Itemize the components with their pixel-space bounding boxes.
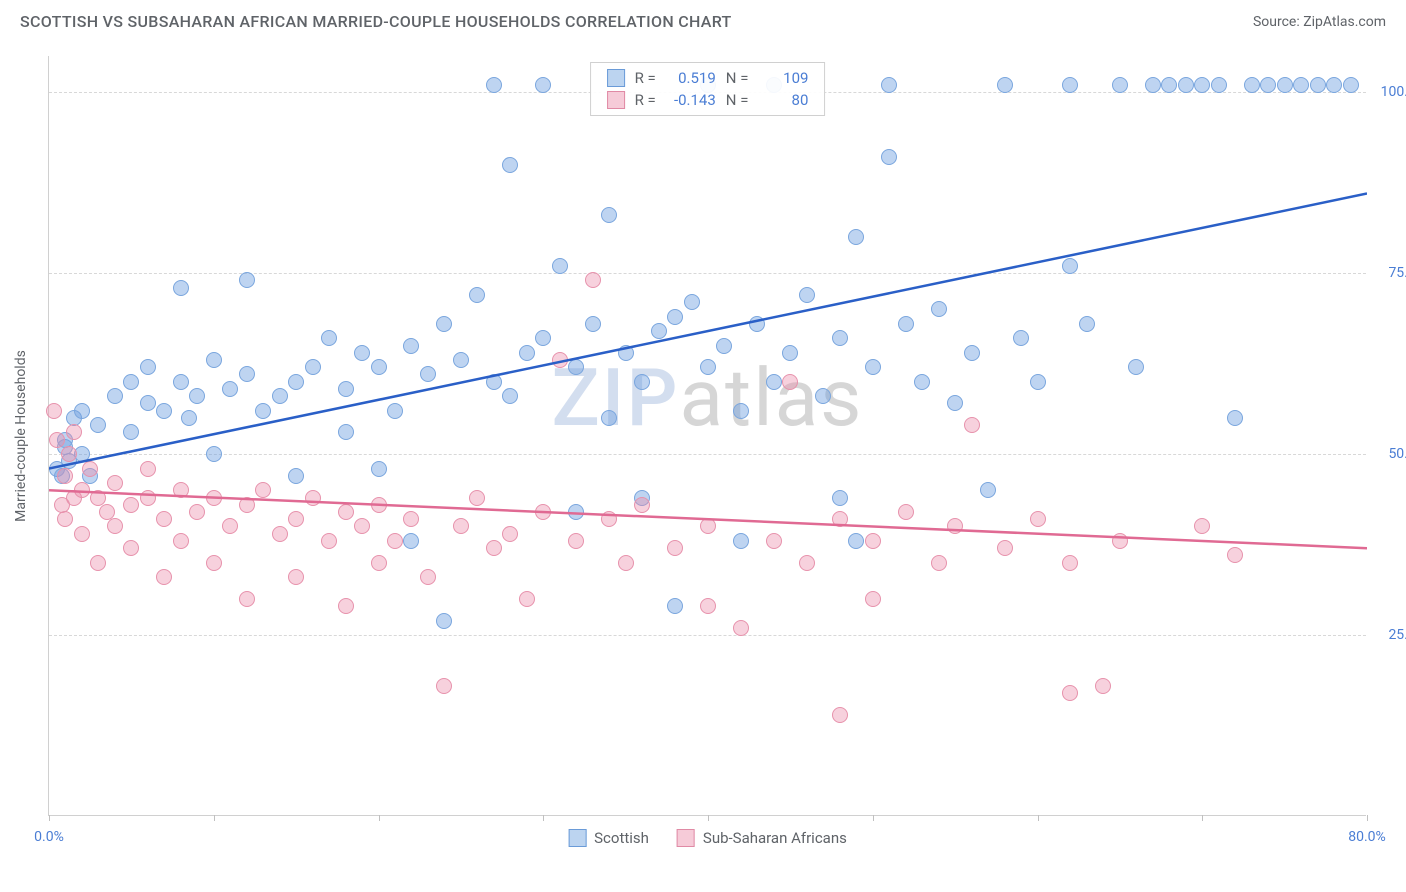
chart-title: SCOTTISH VS SUBSAHARAN AFRICAN MARRIED-C… — [20, 12, 732, 31]
r-value-subsaharan: -0.143 — [666, 91, 716, 109]
x-tick — [1367, 815, 1368, 821]
y-tick-label: 50.0% — [1388, 446, 1406, 462]
legend-swatch-subsaharan — [677, 829, 695, 847]
y-tick-label: 75.0% — [1388, 265, 1406, 281]
n-value-subsaharan: 80 — [758, 91, 808, 109]
y-tick-label: 100.0% — [1381, 84, 1406, 100]
stats-row-subsaharan: R = -0.143 N = 80 — [591, 89, 825, 111]
r-value-scottish: 0.519 — [666, 69, 716, 87]
y-tick-label: 25.0% — [1388, 627, 1406, 643]
trend-lines — [49, 56, 1367, 816]
n-label: N = — [726, 91, 749, 109]
x-tick-label: 80.0% — [1348, 829, 1386, 845]
n-label: N = — [726, 69, 749, 87]
stats-legend-box: R = 0.519 N = 109 R = -0.143 N = 80 — [590, 62, 826, 116]
legend-item-scottish: Scottish — [568, 829, 649, 847]
source-prefix: Source: — [1253, 14, 1303, 30]
stats-row-scottish: R = 0.519 N = 109 — [591, 67, 825, 89]
legend-swatch-scottish — [568, 829, 586, 847]
y-axis-title: Married-couple Households — [13, 350, 29, 522]
scatter-chart: Married-couple Households ZIPatlas 25.0%… — [48, 56, 1366, 816]
legend-label-subsaharan: Sub-Saharan Africans — [703, 829, 847, 847]
r-label: R = — [635, 69, 656, 87]
legend-label-scottish: Scottish — [594, 829, 649, 847]
legend-item-subsaharan: Sub-Saharan Africans — [677, 829, 847, 847]
n-value-scottish: 109 — [758, 69, 808, 87]
r-label: R = — [635, 91, 656, 109]
x-tick-label: 0.0% — [34, 829, 64, 845]
swatch-scottish — [607, 69, 625, 87]
legend-bottom: Scottish Sub-Saharan Africans — [568, 829, 847, 847]
swatch-subsaharan — [607, 91, 625, 109]
source-value: ZipAtlas.com — [1303, 14, 1386, 30]
source-label: Source: ZipAtlas.com — [1253, 14, 1386, 30]
